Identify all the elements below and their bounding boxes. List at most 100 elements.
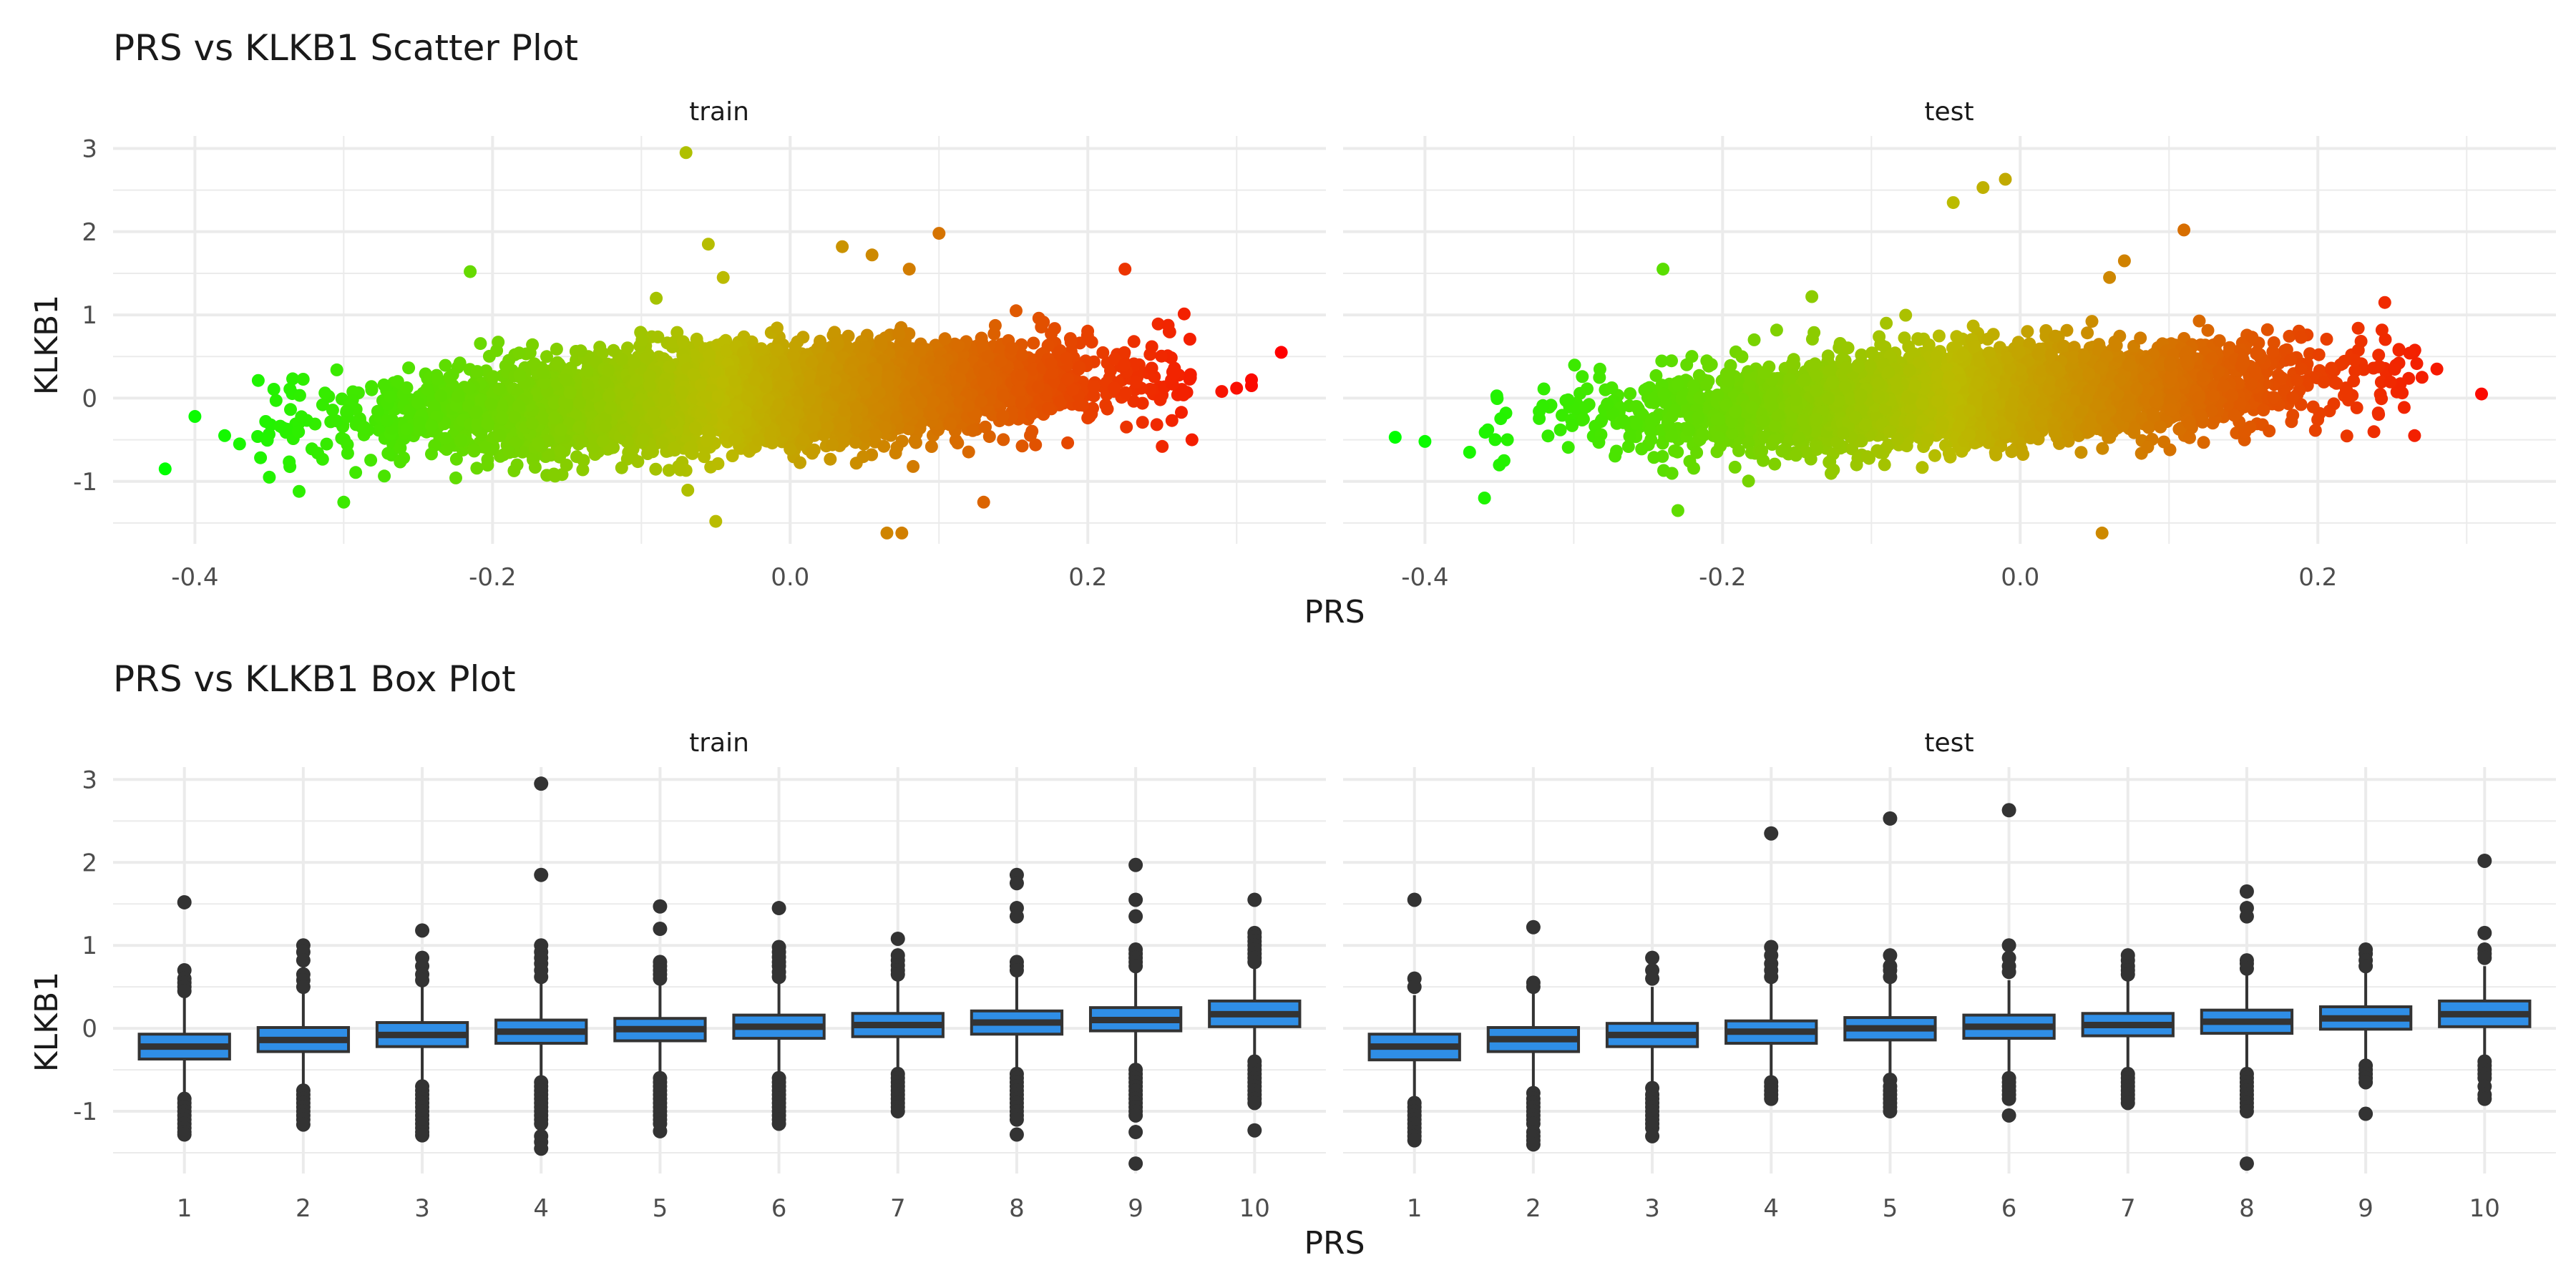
scatter-point xyxy=(284,403,297,416)
scatter-point xyxy=(1183,333,1196,346)
scatter-point xyxy=(1168,367,1181,381)
scatter-point xyxy=(254,451,268,464)
scatter-point xyxy=(1064,336,1078,349)
scatter-point xyxy=(796,432,810,446)
scatter-point xyxy=(1027,336,1040,350)
scatter-panel-train: train xyxy=(113,97,1326,544)
scatter-point xyxy=(554,444,567,458)
scatter-point xyxy=(1024,429,1037,442)
scatter-point xyxy=(1176,388,1190,401)
scatter-point xyxy=(1101,402,1114,416)
scatter-point xyxy=(1155,349,1169,363)
scatter-point xyxy=(908,434,922,448)
scatter-point xyxy=(849,457,863,470)
scatter-point xyxy=(1145,340,1158,353)
scatter-point xyxy=(402,361,416,375)
scatter-point xyxy=(512,346,526,360)
scatter-point xyxy=(907,459,920,473)
scatter-point xyxy=(349,466,363,479)
scatter-point xyxy=(550,342,563,356)
scatter-point xyxy=(1085,336,1098,349)
scatter-point xyxy=(260,434,274,447)
scatter-point xyxy=(1129,376,1143,389)
scatter-point xyxy=(439,358,452,372)
scatter-point xyxy=(413,416,426,429)
scatter-point xyxy=(365,383,379,396)
scatter-point xyxy=(470,462,484,475)
scatter-point xyxy=(982,430,996,444)
scatter-point xyxy=(841,329,855,343)
scatter-point xyxy=(474,337,487,351)
scatter-point xyxy=(560,459,573,472)
scatter-point xyxy=(295,410,308,424)
scatter-point xyxy=(673,463,687,477)
scatter-point xyxy=(824,452,837,466)
scatter-point xyxy=(1061,436,1075,449)
scatter-point xyxy=(1184,371,1197,385)
scatter-point xyxy=(364,454,378,467)
scatter-point xyxy=(877,439,891,453)
scatter-point xyxy=(1037,316,1050,329)
scatter-point xyxy=(784,442,797,456)
scatter-point xyxy=(987,327,1001,341)
scatter-point xyxy=(267,383,280,396)
scatter-point xyxy=(806,447,819,460)
scatter-point xyxy=(341,447,354,460)
scatter-point xyxy=(576,463,590,477)
scatter-point xyxy=(635,333,649,347)
scatter-point xyxy=(528,461,542,474)
scatter-point xyxy=(378,469,391,483)
scatter-point xyxy=(259,415,273,428)
scatter-point xyxy=(895,434,909,448)
scatter-point xyxy=(966,424,980,437)
scatter-point xyxy=(296,373,310,386)
scatter-point xyxy=(681,484,695,497)
scatter-point xyxy=(358,421,371,434)
scatter-point xyxy=(420,382,434,396)
scatter-point xyxy=(711,457,725,470)
scatter-point xyxy=(962,445,975,459)
scatter-point xyxy=(1096,346,1110,359)
scatter-point xyxy=(400,422,414,436)
scatter-point xyxy=(997,433,1010,447)
scatter-point xyxy=(698,450,711,464)
scatter-point xyxy=(400,381,414,394)
scatter-point xyxy=(381,447,395,460)
scatter-point xyxy=(493,429,507,442)
scatter-train-points xyxy=(158,146,1288,540)
scatter-strip-train: train xyxy=(689,97,749,127)
scatter-point xyxy=(449,471,462,484)
scatter-plot: PRS vs KLKB1 Scatter Plot train test -10… xyxy=(29,27,2556,630)
scatter-point xyxy=(411,396,424,409)
scatter-title: PRS vs KLKB1 Scatter Plot xyxy=(113,27,578,69)
scatter-point xyxy=(490,343,504,357)
scatter-point xyxy=(668,441,681,455)
scatter-point xyxy=(318,386,332,400)
scatter-point xyxy=(789,339,802,353)
scatter-point xyxy=(874,338,888,352)
scatter-point xyxy=(794,456,806,469)
scatter-point xyxy=(1150,418,1163,431)
scatter-point xyxy=(439,431,452,445)
scatter-point xyxy=(1073,361,1086,374)
scatter-point xyxy=(1153,393,1167,406)
scatter-point xyxy=(330,363,343,376)
scatter-point xyxy=(507,464,521,477)
scatter-point xyxy=(251,374,265,387)
scatter-point xyxy=(311,447,324,460)
scatter-point xyxy=(837,435,850,449)
scatter-point xyxy=(269,394,283,407)
scatter-point xyxy=(443,371,456,384)
scatter-point xyxy=(1083,410,1096,424)
scatter-point xyxy=(826,438,839,452)
scatter-point xyxy=(471,365,484,379)
scatter-point xyxy=(330,414,343,428)
scatter-point xyxy=(1136,416,1149,429)
scatter-point xyxy=(286,372,299,386)
scatter-point xyxy=(651,330,665,343)
scatter-point xyxy=(1104,364,1117,377)
scatter-point xyxy=(726,449,739,462)
scatter-point xyxy=(449,452,463,466)
scatter-point xyxy=(779,422,793,436)
